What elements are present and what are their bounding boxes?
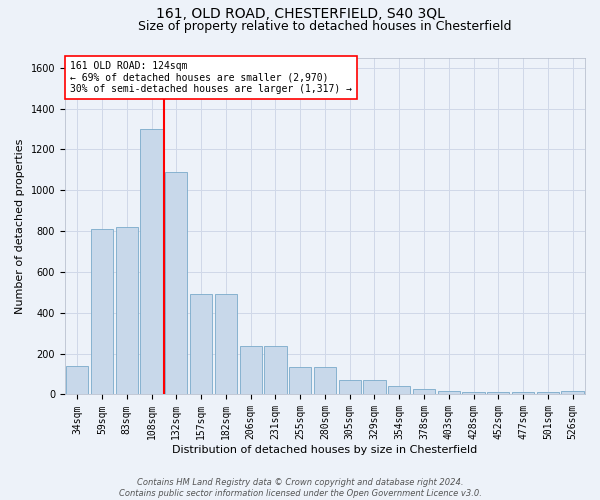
- Bar: [388, 386, 410, 394]
- Bar: [338, 380, 361, 394]
- Bar: [190, 294, 212, 394]
- Bar: [314, 367, 336, 394]
- Bar: [91, 229, 113, 394]
- Bar: [512, 392, 534, 394]
- Bar: [140, 129, 163, 394]
- Bar: [215, 294, 237, 394]
- Bar: [413, 390, 435, 394]
- Text: Contains HM Land Registry data © Crown copyright and database right 2024.
Contai: Contains HM Land Registry data © Crown c…: [119, 478, 481, 498]
- Text: 161, OLD ROAD, CHESTERFIELD, S40 3QL: 161, OLD ROAD, CHESTERFIELD, S40 3QL: [155, 8, 445, 22]
- Bar: [66, 366, 88, 394]
- Bar: [463, 392, 485, 394]
- Bar: [239, 346, 262, 395]
- Bar: [165, 172, 187, 394]
- Bar: [562, 392, 584, 394]
- Bar: [537, 392, 559, 394]
- Bar: [116, 227, 138, 394]
- Text: 161 OLD ROAD: 124sqm
← 69% of detached houses are smaller (2,970)
30% of semi-de: 161 OLD ROAD: 124sqm ← 69% of detached h…: [70, 61, 352, 94]
- Bar: [487, 392, 509, 394]
- Bar: [437, 392, 460, 394]
- Bar: [364, 380, 386, 394]
- Y-axis label: Number of detached properties: Number of detached properties: [15, 138, 25, 314]
- Title: Size of property relative to detached houses in Chesterfield: Size of property relative to detached ho…: [138, 20, 512, 32]
- X-axis label: Distribution of detached houses by size in Chesterfield: Distribution of detached houses by size …: [172, 445, 478, 455]
- Bar: [264, 346, 287, 395]
- Bar: [289, 367, 311, 394]
